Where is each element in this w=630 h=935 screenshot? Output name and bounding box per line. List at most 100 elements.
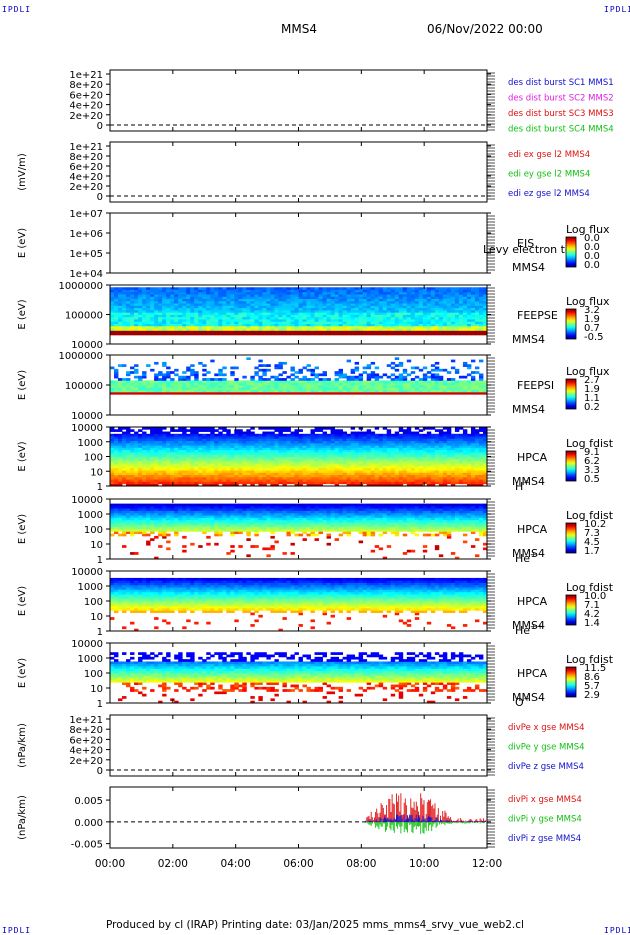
spectrogram-cell (359, 454, 363, 457)
spectrogram-cell (234, 319, 238, 322)
spectrogram-cell (379, 452, 383, 455)
spectrogram-cell (303, 310, 307, 313)
spectrogram-cell (451, 312, 455, 315)
spectrogram-cell (222, 324, 226, 327)
spectrogram-cell (294, 321, 298, 324)
spectrogram-cell (182, 315, 186, 318)
spectrogram-cell (407, 321, 411, 324)
spectrogram-cell (395, 364, 399, 367)
spectrogram-cell (198, 326, 202, 329)
spectrogram-cell (146, 466, 150, 469)
spectrogram-cell (395, 475, 399, 478)
spectrogram-cell (467, 383, 471, 386)
spectrogram-cell (347, 434, 351, 437)
spectrogram-cell (299, 481, 303, 484)
spectrogram-cell (323, 315, 327, 318)
spectrogram-cell (246, 290, 250, 293)
spectrogram-cell (294, 292, 298, 295)
spectrogram-cell (363, 324, 367, 327)
spectrogram-cell (186, 441, 190, 444)
spectrogram-cell (274, 364, 278, 367)
spectrogram-cell (218, 452, 222, 455)
spectrogram-cell (371, 463, 375, 466)
spectrogram-cell (174, 321, 178, 324)
spectrogram-cell (186, 468, 190, 471)
spectrogram-cell (315, 452, 319, 455)
spectrogram-cell (122, 432, 126, 435)
spectrogram-cell (238, 296, 242, 299)
spectrogram-cell (234, 477, 238, 480)
spectrogram-cell (182, 328, 186, 331)
y-tick-label: 10000 (71, 411, 103, 422)
spectrogram-cell (134, 479, 138, 482)
spectrogram-cell (214, 454, 218, 457)
spectrogram-cell (214, 292, 218, 295)
spectrogram-cell (395, 459, 399, 462)
spectrogram-cell (174, 373, 178, 376)
spectrogram-cell (146, 308, 150, 311)
colorbar (566, 237, 576, 267)
spectrogram-cell (311, 450, 315, 453)
spectrogram-cell (166, 294, 170, 297)
spectrogram-cell (198, 362, 202, 365)
spectrogram-cell (222, 436, 226, 439)
spectrogram-cell (134, 445, 138, 448)
spectrogram-cell (218, 324, 222, 327)
spectrogram-cell (367, 326, 371, 329)
spectrogram-cell (242, 387, 246, 390)
spectrogram-cell (315, 470, 319, 473)
spectrogram-cell (383, 450, 387, 453)
spectrogram-cell (407, 429, 411, 432)
spectrogram-cell (443, 308, 447, 311)
spectrogram-cell (359, 326, 363, 329)
spectrogram-cell (290, 459, 294, 462)
spectrogram-cell (451, 321, 455, 324)
spectrogram-cell (379, 333, 383, 336)
spectrogram-cell (254, 459, 258, 462)
spectrogram-cell (258, 452, 262, 455)
spectrogram-cell (138, 319, 142, 322)
spectrogram-cell (355, 378, 359, 381)
spectrogram-cell (198, 454, 202, 457)
spectrogram-cell (150, 303, 154, 306)
spectrogram-cell (178, 383, 182, 386)
spectrogram-cell (407, 461, 411, 464)
spectrogram-cell (307, 378, 311, 381)
spectrogram-cell (198, 475, 202, 478)
spectrogram-cell (262, 292, 266, 295)
spectrogram-cell (186, 450, 190, 453)
spectrogram-cell (451, 292, 455, 295)
spectrogram-cell (262, 326, 266, 329)
spectrogram-cell (142, 303, 146, 306)
spectrogram-cell (375, 292, 379, 295)
spectrogram-cell (379, 463, 383, 466)
spectrogram-cell (262, 470, 266, 473)
spectrogram-cell (379, 457, 383, 460)
spectrogram-cell (363, 447, 367, 450)
spectrogram-cell (202, 441, 206, 444)
spectrogram-cell (186, 326, 190, 329)
spectrogram-cell (194, 299, 198, 302)
spectrogram-cell (278, 296, 282, 299)
spectrogram-cell (331, 390, 335, 393)
spectrogram-cell (158, 294, 162, 297)
spectrogram-cell (130, 390, 134, 393)
spectrogram-cell (194, 292, 198, 295)
spectrogram-cell (170, 452, 174, 455)
spectrogram-cell (258, 390, 262, 393)
spectrogram-cell (242, 376, 246, 379)
spectrogram-cell (274, 438, 278, 441)
spectrogram-cell (230, 454, 234, 457)
spectrogram-cell (134, 324, 138, 327)
spectrogram-cell (391, 452, 395, 455)
spectrogram-cell (258, 292, 262, 295)
spectrogram-cell (142, 296, 146, 299)
spectrogram-cell (186, 470, 190, 473)
spectrogram-cell (222, 454, 226, 457)
spectrogram-cell (391, 445, 395, 448)
spectrogram-cell (154, 481, 158, 484)
spectrogram-cell (415, 305, 419, 308)
spectrogram-cell (455, 390, 459, 393)
spectrogram-cell (451, 328, 455, 331)
spectrogram-cell (154, 479, 158, 482)
